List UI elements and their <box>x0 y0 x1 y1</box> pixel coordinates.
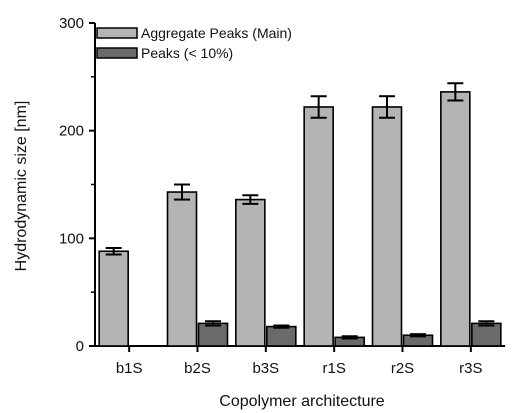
legend-label-series-1: Aggregate Peaks (Main) <box>141 25 292 41</box>
legend-label-series-2: Peaks (< 10%) <box>141 45 233 61</box>
y-tick-label: 100 <box>59 230 84 247</box>
bar-series-2 <box>471 322 502 347</box>
x-tick-label: b1S <box>116 360 143 377</box>
bar-series-1 <box>440 91 471 347</box>
legend: Aggregate Peaks (Main) Peaks (< 10%) <box>96 25 292 61</box>
bar-series-2 <box>266 325 297 347</box>
bars <box>98 91 502 347</box>
x-tick-label: b3S <box>252 360 279 377</box>
y-ticks: 0 100 200 300 <box>59 15 95 355</box>
y-tick-label: 0 <box>76 338 84 355</box>
bar-series-1 <box>98 250 129 347</box>
x-ticks: b1S b2S b3S r1S r2S r3S <box>116 346 483 377</box>
legend-swatch-series-1 <box>96 27 138 39</box>
legend-swatch-series-2 <box>96 47 138 59</box>
y-tick-label: 200 <box>59 123 84 140</box>
y-tick-label: 300 <box>59 15 84 32</box>
y-axis-title: Hydrodynamic size [nm] <box>13 101 30 272</box>
bar-series-1 <box>371 106 403 347</box>
bar-series-1 <box>303 106 334 347</box>
x-axis-title: Copolymer architecture <box>219 393 385 410</box>
x-tick-label: r3S <box>459 360 482 377</box>
x-tick-label: b2S <box>184 360 211 377</box>
bar-series-1 <box>166 191 198 347</box>
bar-series-2 <box>197 322 229 347</box>
bar-series-1 <box>235 198 266 347</box>
x-tick-label: r2S <box>391 360 414 377</box>
x-tick-label: r1S <box>322 360 345 377</box>
error-bars <box>105 82 495 340</box>
